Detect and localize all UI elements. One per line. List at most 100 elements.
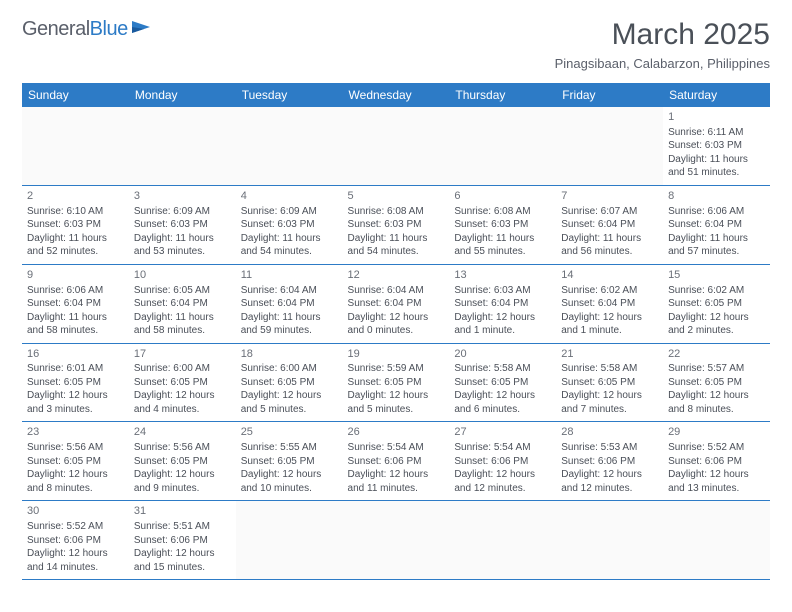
day-number: 21 [561,347,658,362]
sunrise-text: Sunrise: 5:59 AM [348,362,445,376]
sunrise-text: Sunrise: 5:55 AM [241,441,338,455]
sunset-text: Sunset: 6:05 PM [561,376,658,390]
calendar-row: 30Sunrise: 5:52 AMSunset: 6:06 PMDayligh… [22,501,770,580]
sunrise-text: Sunrise: 6:08 AM [454,205,551,219]
day-number: 2 [27,189,124,204]
daylight-text: Daylight: 12 hours and 6 minutes. [454,389,551,416]
sunrise-text: Sunrise: 5:51 AM [134,520,231,534]
day-number: 9 [27,268,124,283]
title-block: March 2025 Pinagsibaan, Calabarzon, Phil… [555,18,770,71]
sunset-text: Sunset: 6:05 PM [668,376,765,390]
sunset-text: Sunset: 6:04 PM [241,297,338,311]
sunset-text: Sunset: 6:06 PM [348,455,445,469]
calendar-cell [22,107,129,185]
sunrise-text: Sunrise: 5:53 AM [561,441,658,455]
calendar-cell: 28Sunrise: 5:53 AMSunset: 6:06 PMDayligh… [556,422,663,501]
sunset-text: Sunset: 6:06 PM [134,534,231,548]
daylight-text: Daylight: 11 hours and 54 minutes. [348,232,445,259]
sunset-text: Sunset: 6:06 PM [561,455,658,469]
sunrise-text: Sunrise: 5:57 AM [668,362,765,376]
day-number: 12 [348,268,445,283]
daylight-text: Daylight: 12 hours and 1 minute. [561,311,658,338]
page-subtitle: Pinagsibaan, Calabarzon, Philippines [555,56,770,71]
day-number: 22 [668,347,765,362]
page-title: March 2025 [555,18,770,52]
sunset-text: Sunset: 6:03 PM [348,218,445,232]
calendar-cell: 31Sunrise: 5:51 AMSunset: 6:06 PMDayligh… [129,501,236,580]
sunrise-text: Sunrise: 6:06 AM [668,205,765,219]
sunset-text: Sunset: 6:04 PM [668,218,765,232]
calendar-cell: 4Sunrise: 6:09 AMSunset: 6:03 PMDaylight… [236,185,343,264]
calendar-cell: 8Sunrise: 6:06 AMSunset: 6:04 PMDaylight… [663,185,770,264]
calendar-cell: 10Sunrise: 6:05 AMSunset: 6:04 PMDayligh… [129,264,236,343]
sunset-text: Sunset: 6:05 PM [134,376,231,390]
calendar-cell: 9Sunrise: 6:06 AMSunset: 6:04 PMDaylight… [22,264,129,343]
calendar-cell: 29Sunrise: 5:52 AMSunset: 6:06 PMDayligh… [663,422,770,501]
dayname: Friday [556,83,663,107]
dayname-row: Sunday Monday Tuesday Wednesday Thursday… [22,83,770,107]
calendar-cell [556,501,663,580]
daylight-text: Daylight: 12 hours and 5 minutes. [348,389,445,416]
sunset-text: Sunset: 6:05 PM [134,455,231,469]
daylight-text: Daylight: 11 hours and 52 minutes. [27,232,124,259]
sunrise-text: Sunrise: 6:07 AM [561,205,658,219]
sunset-text: Sunset: 6:06 PM [668,455,765,469]
logo-text: GeneralBlue [22,18,128,41]
daylight-text: Daylight: 11 hours and 56 minutes. [561,232,658,259]
day-number: 29 [668,425,765,440]
dayname: Thursday [449,83,556,107]
dayname: Sunday [22,83,129,107]
calendar-cell [236,501,343,580]
calendar-row: 16Sunrise: 6:01 AMSunset: 6:05 PMDayligh… [22,343,770,422]
calendar-row: 9Sunrise: 6:06 AMSunset: 6:04 PMDaylight… [22,264,770,343]
calendar-cell: 13Sunrise: 6:03 AMSunset: 6:04 PMDayligh… [449,264,556,343]
calendar-cell [343,107,450,185]
day-number: 8 [668,189,765,204]
daylight-text: Daylight: 12 hours and 13 minutes. [668,468,765,495]
day-number: 27 [454,425,551,440]
sunrise-text: Sunrise: 6:06 AM [27,284,124,298]
header: GeneralBlue March 2025 Pinagsibaan, Cala… [22,18,770,71]
calendar-cell [343,501,450,580]
sunset-text: Sunset: 6:04 PM [561,297,658,311]
daylight-text: Daylight: 11 hours and 53 minutes. [134,232,231,259]
daylight-text: Daylight: 12 hours and 15 minutes. [134,547,231,574]
sunrise-text: Sunrise: 6:11 AM [668,126,765,140]
calendar-cell: 21Sunrise: 5:58 AMSunset: 6:05 PMDayligh… [556,343,663,422]
calendar-cell: 15Sunrise: 6:02 AMSunset: 6:05 PMDayligh… [663,264,770,343]
day-number: 30 [27,504,124,519]
day-number: 16 [27,347,124,362]
sunset-text: Sunset: 6:03 PM [454,218,551,232]
daylight-text: Daylight: 12 hours and 1 minute. [454,311,551,338]
sunrise-text: Sunrise: 6:02 AM [561,284,658,298]
daylight-text: Daylight: 12 hours and 9 minutes. [134,468,231,495]
daylight-text: Daylight: 12 hours and 12 minutes. [561,468,658,495]
calendar-cell: 20Sunrise: 5:58 AMSunset: 6:05 PMDayligh… [449,343,556,422]
sunrise-text: Sunrise: 6:00 AM [134,362,231,376]
calendar-cell: 25Sunrise: 5:55 AMSunset: 6:05 PMDayligh… [236,422,343,501]
calendar-cell: 7Sunrise: 6:07 AMSunset: 6:04 PMDaylight… [556,185,663,264]
calendar-cell: 26Sunrise: 5:54 AMSunset: 6:06 PMDayligh… [343,422,450,501]
calendar-cell: 6Sunrise: 6:08 AMSunset: 6:03 PMDaylight… [449,185,556,264]
day-number: 28 [561,425,658,440]
dayname: Wednesday [343,83,450,107]
sunset-text: Sunset: 6:03 PM [134,218,231,232]
sunrise-text: Sunrise: 5:58 AM [561,362,658,376]
sunset-text: Sunset: 6:05 PM [241,455,338,469]
calendar-cell: 18Sunrise: 6:00 AMSunset: 6:05 PMDayligh… [236,343,343,422]
calendar-row: 2Sunrise: 6:10 AMSunset: 6:03 PMDaylight… [22,185,770,264]
sunrise-text: Sunrise: 6:02 AM [668,284,765,298]
logo: GeneralBlue [22,18,154,41]
daylight-text: Daylight: 11 hours and 58 minutes. [134,311,231,338]
calendar-cell [449,107,556,185]
sunset-text: Sunset: 6:03 PM [27,218,124,232]
daylight-text: Daylight: 12 hours and 10 minutes. [241,468,338,495]
sunset-text: Sunset: 6:04 PM [27,297,124,311]
calendar-cell [663,501,770,580]
calendar-cell: 24Sunrise: 5:56 AMSunset: 6:05 PMDayligh… [129,422,236,501]
calendar-cell: 30Sunrise: 5:52 AMSunset: 6:06 PMDayligh… [22,501,129,580]
day-number: 7 [561,189,658,204]
daylight-text: Daylight: 12 hours and 4 minutes. [134,389,231,416]
logo-word1: General [22,18,90,40]
sunrise-text: Sunrise: 6:00 AM [241,362,338,376]
